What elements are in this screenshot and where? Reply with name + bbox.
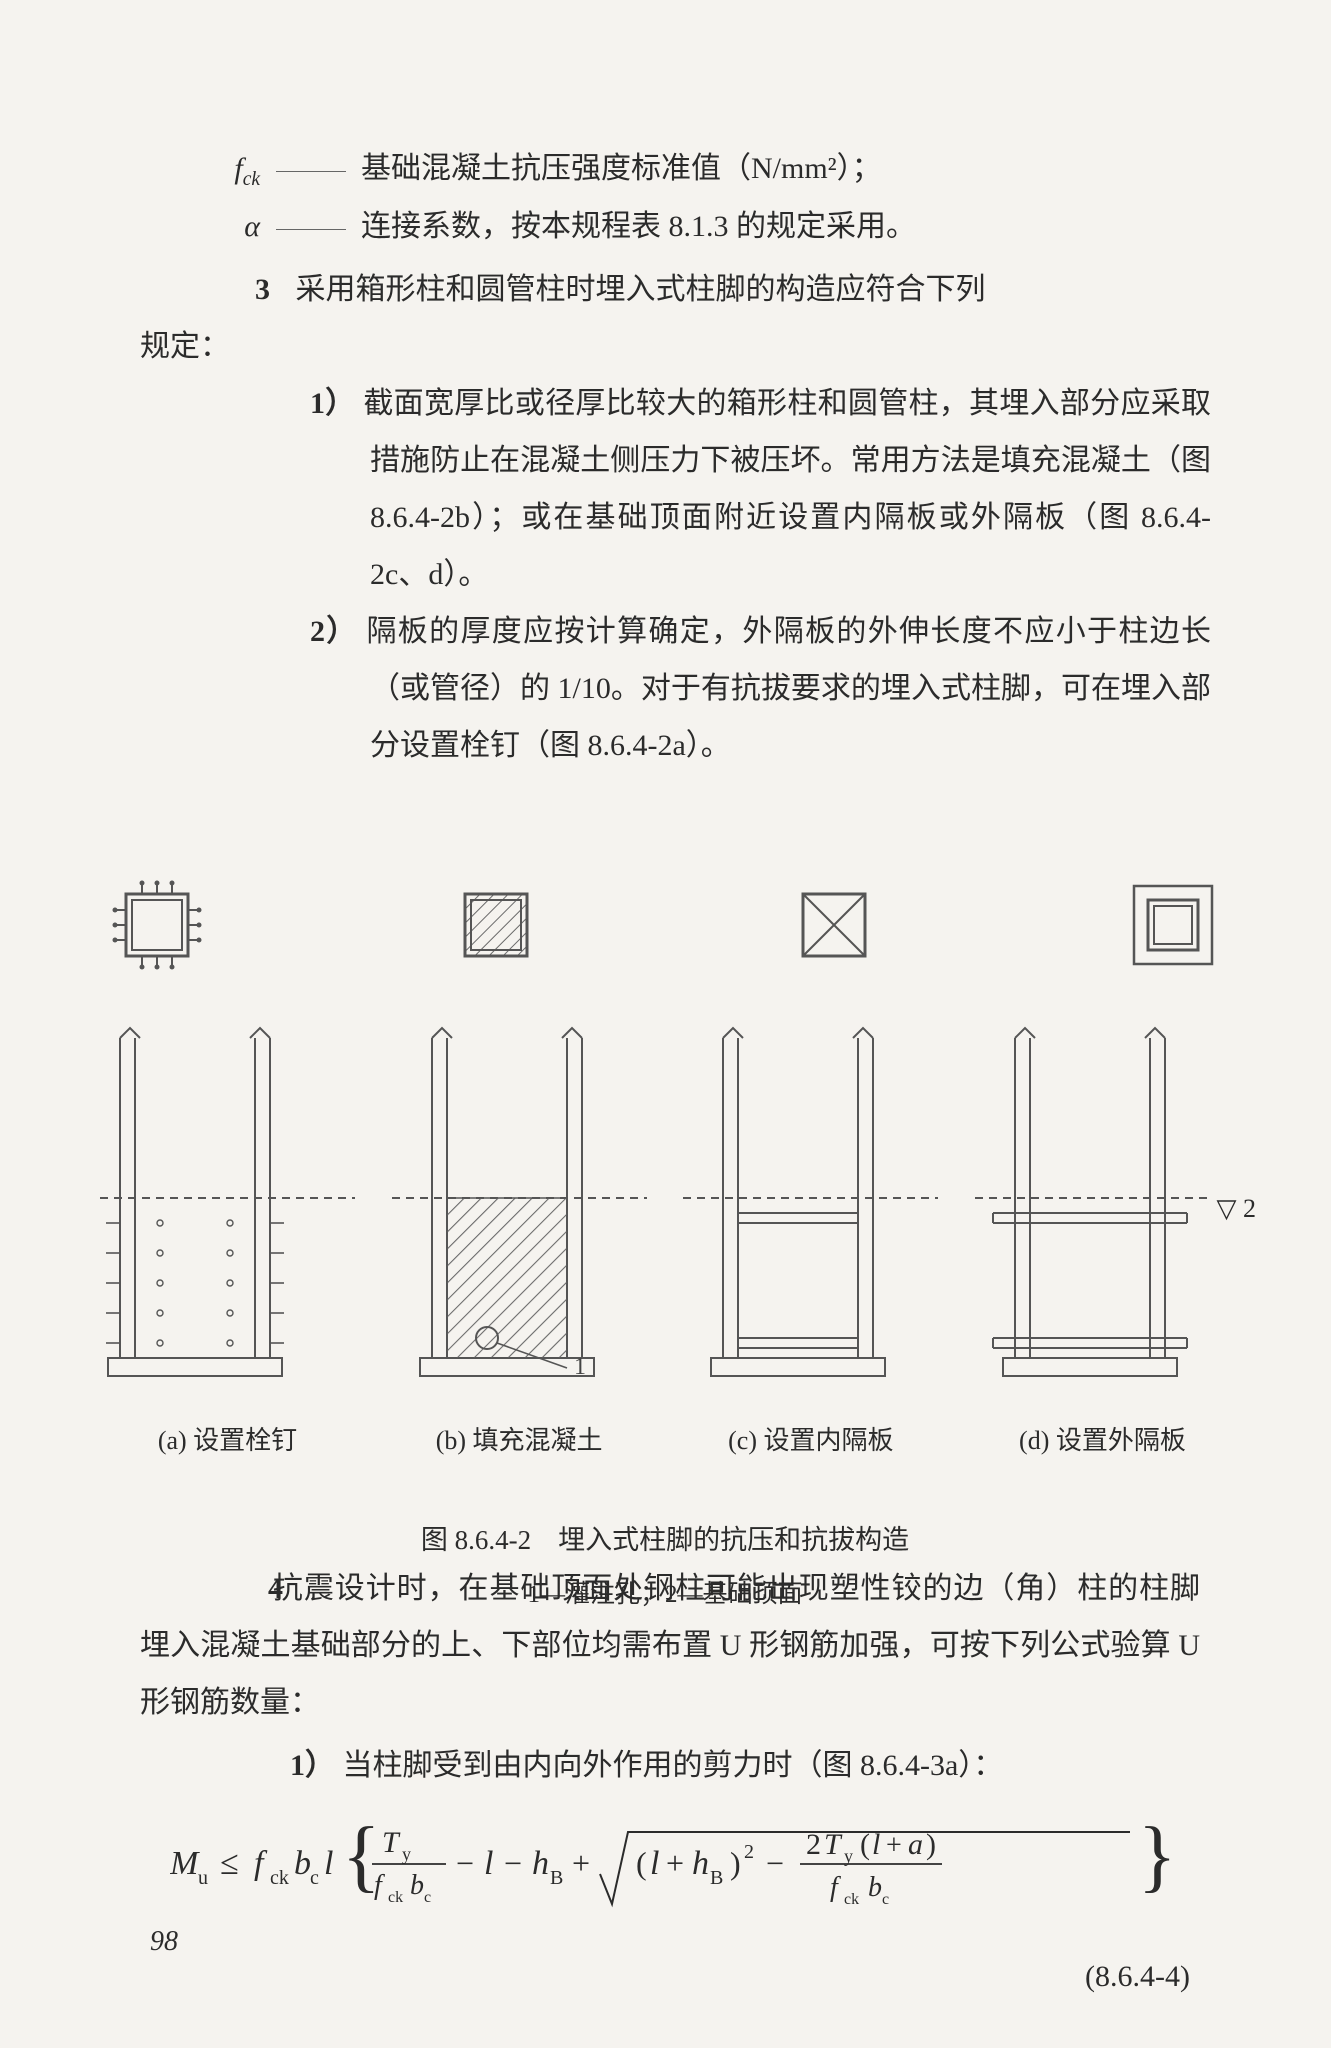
section-3-item-1: 1） 截面宽厚比或径厚比较大的箱形柱和圆管柱，其埋入部分应采取措施防止在混凝土侧… bbox=[140, 375, 1211, 603]
svg-text:l: l bbox=[324, 1845, 333, 1882]
svg-text:l: l bbox=[650, 1845, 659, 1882]
svg-text:(: ( bbox=[860, 1828, 870, 1861]
section-3-lead: 采用箱形柱和圆管柱时埋入式柱脚的构造应符合下列 bbox=[296, 273, 986, 306]
plan-a-icon bbox=[112, 880, 202, 970]
elev-b: 1 bbox=[392, 998, 647, 1398]
svg-text:1: 1 bbox=[574, 1354, 586, 1380]
def-fck: fck 基础混凝土抗压强度标准值（N/mm²）； bbox=[140, 140, 1211, 198]
figure-title: 图 8.6.4-2 埋入式柱脚的抗压和抗拔构造 bbox=[100, 1515, 1230, 1566]
section-4: 4抗震设计时，在基础顶面处钢柱可能出现塑性铰的边（角）柱的柱脚埋入混凝土基础部分… bbox=[140, 1560, 1200, 2005]
svg-text:B: B bbox=[710, 1867, 723, 1889]
dash bbox=[276, 171, 346, 172]
plan-icons bbox=[100, 880, 1230, 970]
svg-text:T: T bbox=[824, 1828, 843, 1861]
subcaptions: (a) 设置栓钉 (b) 填充混凝土 (c) 设置内隔板 (d) 设置外隔板 bbox=[100, 1416, 1230, 1465]
svg-text:b: b bbox=[294, 1845, 311, 1882]
svg-text:b: b bbox=[868, 1872, 882, 1903]
cap-d: (d) 设置外隔板 bbox=[975, 1416, 1230, 1465]
svg-text:−: − bbox=[456, 1845, 474, 1881]
plan-c-icon bbox=[789, 880, 879, 970]
svg-text:f: f bbox=[254, 1845, 268, 1882]
elev-a bbox=[100, 998, 355, 1398]
svg-text:+: + bbox=[572, 1845, 590, 1881]
section-3-lead2: 规定： bbox=[140, 318, 1211, 375]
section-4-item-1-num: 1） bbox=[290, 1749, 335, 1782]
def-alpha-text: 连接系数，按本规程表 8.1.3 的规定采用。 bbox=[361, 210, 916, 243]
svg-text:y: y bbox=[402, 1844, 411, 1864]
svg-text:B: B bbox=[550, 1867, 563, 1889]
symbol-fck: fck bbox=[140, 140, 260, 198]
def-fck-text: 基础混凝土抗压强度标准值（N/mm²）； bbox=[361, 152, 882, 185]
dash bbox=[276, 229, 346, 230]
page-number: 98 bbox=[150, 1915, 178, 1968]
section-4-num: 4 bbox=[204, 1560, 254, 1617]
svg-text:f: f bbox=[830, 1872, 841, 1903]
svg-text:y: y bbox=[844, 1846, 853, 1866]
svg-text:(: ( bbox=[636, 1845, 647, 1881]
figure-8-6-4-2: 1 bbox=[100, 880, 1230, 1618]
svg-text:u: u bbox=[198, 1867, 208, 1889]
symbol-alpha: α bbox=[140, 198, 260, 255]
section-4-text: 抗震设计时，在基础顶面处钢柱可能出现塑性铰的边（角）柱的柱脚埋入混凝土基础部分的… bbox=[140, 1572, 1200, 1719]
svg-text:−: − bbox=[766, 1845, 784, 1881]
svg-text:h: h bbox=[692, 1845, 709, 1882]
page: fck 基础混凝土抗压强度标准值（N/mm²）； α 连接系数，按本规程表 8.… bbox=[0, 0, 1331, 2048]
svg-text:ck: ck bbox=[388, 1889, 403, 1906]
elevations: 1 bbox=[100, 998, 1230, 1398]
svg-text:2: 2 bbox=[806, 1828, 821, 1861]
leader-2: ▽ 2 bbox=[1216, 1184, 1256, 1233]
plan-d-icon bbox=[1128, 880, 1218, 970]
equation-number: (8.6.4-4) bbox=[140, 1948, 1200, 2005]
svg-text:−: − bbox=[504, 1845, 522, 1881]
svg-text:b: b bbox=[410, 1870, 424, 1901]
svg-text:l: l bbox=[484, 1845, 493, 1882]
svg-text:c: c bbox=[424, 1889, 431, 1906]
plan-b-icon bbox=[451, 880, 541, 970]
svg-text:T: T bbox=[382, 1826, 401, 1859]
svg-text:c: c bbox=[310, 1867, 319, 1889]
svg-text:a: a bbox=[908, 1828, 923, 1861]
elev-d: ▽ 2 bbox=[975, 998, 1230, 1398]
section-3: 3 采用箱形柱和圆管柱时埋入式柱脚的构造应符合下列 规定： 1） 截面宽厚比或径… bbox=[140, 261, 1211, 774]
svg-text:}: } bbox=[1138, 1812, 1170, 1900]
item-1-text: 截面宽厚比或径厚比较大的箱形柱和圆管柱，其埋入部分应采取措施防止在混凝土侧压力下… bbox=[363, 387, 1211, 591]
svg-text:): ) bbox=[926, 1828, 936, 1861]
svg-text:≤: ≤ bbox=[220, 1845, 239, 1882]
svg-text:f: f bbox=[374, 1870, 385, 1901]
svg-text:+: + bbox=[886, 1830, 902, 1861]
svg-text:ck: ck bbox=[270, 1867, 289, 1889]
svg-text:M: M bbox=[170, 1845, 200, 1882]
section-4-item-1-text: 当柱脚受到由内向外作用的剪力时（图 8.6.4-3a）： bbox=[343, 1749, 1004, 1782]
svg-text:+: + bbox=[666, 1845, 684, 1881]
cap-a: (a) 设置栓钉 bbox=[100, 1416, 355, 1465]
cap-c: (c) 设置内隔板 bbox=[683, 1416, 938, 1465]
svg-text:ck: ck bbox=[844, 1891, 859, 1908]
item-2-num: 2） bbox=[310, 615, 358, 648]
section-3-item-2: 2） 隔板的厚度应按计算确定，外隔板的外伸长度不应小于柱边长（或管径）的 1/1… bbox=[140, 603, 1211, 774]
svg-text:c: c bbox=[882, 1891, 889, 1908]
svg-text:l: l bbox=[872, 1828, 880, 1861]
svg-text:h: h bbox=[532, 1845, 549, 1882]
equation-8-6-4-4: M u ≤ f ck b c l { T y f ck b bbox=[140, 1812, 1200, 1942]
svg-text:): ) bbox=[730, 1845, 741, 1881]
elev-c bbox=[683, 998, 938, 1398]
def-alpha: α 连接系数，按本规程表 8.1.3 的规定采用。 bbox=[140, 198, 1211, 255]
cap-b: (b) 填充混凝土 bbox=[392, 1416, 647, 1465]
svg-text:2: 2 bbox=[744, 1841, 754, 1863]
item-2-text: 隔板的厚度应按计算确定，外隔板的外伸长度不应小于柱边长（或管径）的 1/10。对… bbox=[366, 615, 1211, 762]
item-1-num: 1） bbox=[310, 387, 356, 420]
formula-svg: M u ≤ f ck b c l { T y f ck b bbox=[170, 1812, 1170, 1922]
section-3-num: 3 bbox=[220, 261, 270, 318]
